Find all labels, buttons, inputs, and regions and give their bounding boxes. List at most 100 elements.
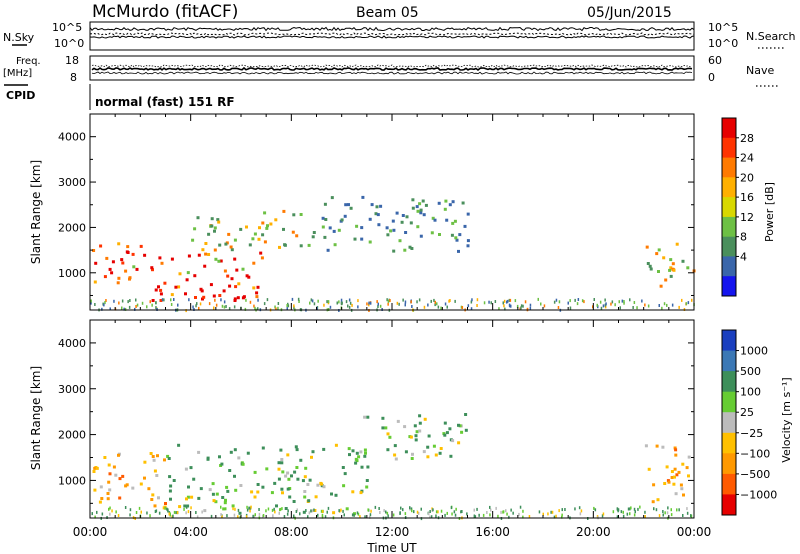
velocity-echo-cell [199, 487, 203, 491]
velocity-echo-cell [241, 462, 245, 466]
power-clutter-cell [199, 302, 202, 306]
velocity-echo-cell [423, 417, 427, 421]
velocity-clutter-cell [561, 515, 563, 519]
power-clutter-cell [134, 307, 136, 311]
velocity-colorbar-tick-label: −1000 [740, 488, 777, 501]
freq-left-tick-top: 18 [65, 54, 79, 67]
velocity-clutter-cell [478, 513, 480, 517]
velocity-clutter-cell [359, 515, 361, 519]
power-echo-cell [669, 274, 673, 278]
power-echo-cell [416, 209, 420, 213]
velocity-echo-cell [451, 439, 455, 443]
velocity-echo-cell [151, 455, 155, 458]
power-echo-cell [375, 205, 379, 209]
power-clutter-cell [476, 298, 479, 302]
power-echo-cell [379, 204, 383, 208]
power-clutter-cell [127, 300, 129, 304]
velocity-colorbar-segment [722, 350, 736, 372]
power-echo-cell [395, 211, 399, 215]
noise-trace [89, 32, 695, 36]
power-colorbar-segment [722, 177, 736, 198]
velocity-clutter-cell [435, 510, 438, 514]
velocity-echo-cell [393, 444, 397, 448]
velocity-echo-cell [108, 488, 112, 492]
velocity-echo-cell [386, 432, 390, 436]
power-echo-cell [201, 248, 205, 252]
power-clutter-cell [277, 306, 279, 310]
velocity-echo-cell [311, 450, 315, 454]
velocity-colorbar-segment [722, 412, 736, 434]
velocity-echo-cell [364, 451, 367, 455]
velocity-clutter-cell [670, 508, 672, 512]
power-echo-cell [212, 294, 216, 298]
power-clutter-cell [326, 300, 328, 304]
power-ytick-label: 2000 [58, 221, 86, 234]
velocity-clutter-cell [500, 510, 502, 514]
power-clutter-cell [141, 301, 144, 305]
power-clutter-cell [520, 306, 522, 310]
power-echo-cell [207, 232, 211, 236]
date-title: 05/Jun/2015 [587, 5, 672, 21]
velocity-echo-cell [172, 479, 176, 482]
power-echo-cell [241, 267, 245, 271]
velocity-echo-cell [409, 435, 413, 439]
power-clutter-cell [537, 297, 539, 301]
power-echo-cell [326, 248, 330, 252]
velocity-clutter-cell [678, 508, 680, 512]
power-echo-cell [392, 249, 396, 253]
velocity-echo-cell [221, 496, 225, 499]
velocity-clutter-cell [460, 510, 462, 514]
power-echo-cell [451, 221, 455, 225]
velocity-echo-cell [184, 467, 188, 471]
power-echo-cell [403, 248, 407, 252]
velocity-echo-cell [218, 455, 221, 459]
power-echo-cell [170, 293, 174, 297]
velocity-clutter-cell [528, 515, 531, 518]
velocity-clutter-cell [601, 514, 604, 518]
power-echo-cell [218, 243, 222, 247]
velocity-colorbar-tick-label: −500 [740, 468, 770, 481]
velocity-echo-cell [118, 477, 122, 481]
power-echo-cell [253, 232, 257, 236]
velocity-echo-cell [443, 421, 447, 425]
velocity-echo-cell [117, 453, 120, 457]
velocity-colorbar-segment [722, 432, 736, 454]
velocity-clutter-cell [286, 512, 289, 516]
velocity-clutter-cell [561, 508, 563, 512]
velocity-echo-cell [256, 483, 260, 486]
power-echo-cell [330, 196, 334, 200]
power-clutter-cell [483, 301, 486, 305]
power-clutter-cell [574, 298, 576, 302]
power-echo-cell [344, 203, 348, 207]
power-clutter-cell [641, 299, 643, 303]
velocity-clutter-cell [237, 515, 239, 519]
power-echo-cell [463, 224, 467, 228]
power-clutter-cell [494, 300, 497, 303]
power-echo-cell [323, 235, 327, 239]
power-clutter-cell [185, 309, 187, 313]
velocity-clutter-cell [686, 507, 688, 511]
velocity-clutter-cell [158, 511, 161, 515]
power-echo-cell [196, 216, 200, 220]
velocity-echo-cell [206, 456, 210, 460]
power-clutter-cell [427, 303, 429, 307]
power-clutter-cell [503, 304, 505, 308]
power-echo-cell [444, 199, 448, 203]
velocity-clutter-cell [233, 513, 236, 517]
power-clutter-cell [540, 302, 542, 306]
power-clutter-cell [583, 300, 585, 304]
velocity-echo-cell [673, 475, 676, 479]
velocity-clutter-cell [400, 506, 402, 510]
velocity-clutter-cell [370, 509, 372, 513]
power-echo-cell [131, 252, 135, 256]
power-echo-cell [194, 296, 197, 299]
power-clutter-cell [245, 298, 247, 302]
velocity-echo-cell [187, 485, 190, 489]
velocity-clutter-cell [616, 507, 619, 511]
power-echo-cell [458, 233, 462, 237]
power-clutter-cell [257, 307, 259, 311]
velocity-echo-cell [685, 466, 689, 470]
velocity-clutter-cell [392, 513, 395, 517]
velocity-ytick-label: 3000 [58, 383, 86, 396]
power-echo-cell [263, 240, 267, 244]
